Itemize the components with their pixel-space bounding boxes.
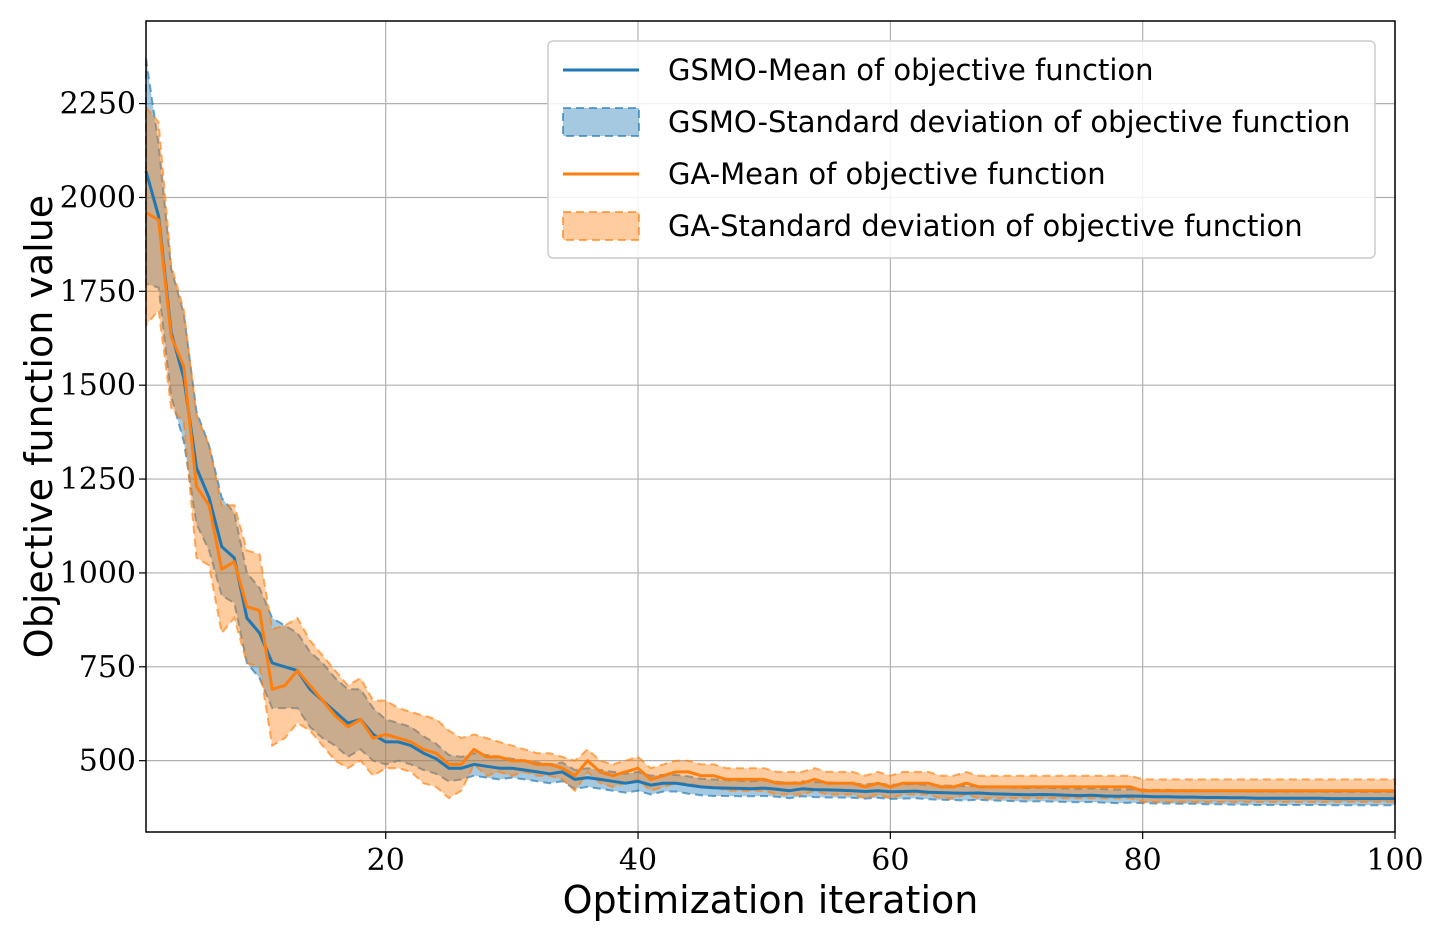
legend-label-ga-std: GA-Standard deviation of objective funct… <box>668 209 1303 243</box>
y-tick-label: 500 <box>79 744 136 779</box>
ga-std-band <box>145 104 1396 803</box>
y-axis: 500 750 1000 1250 1500 1750 2000 2250 <box>60 87 146 779</box>
legend-swatch-gsmo-std <box>562 107 640 137</box>
legend-label-gsmo-std: GSMO-Standard deviation of objective fun… <box>668 105 1350 139</box>
legend: GSMO-Mean of objective function GSMO-Stan… <box>547 40 1376 259</box>
plot-frame <box>145 20 1396 833</box>
y-tick-label: 2000 <box>60 180 136 215</box>
legend-label-gsmo-mean: GSMO-Mean of objective function <box>668 53 1154 87</box>
x-axis-label: Optimization iteration <box>563 878 979 922</box>
legend-swatch-ga-std <box>562 211 640 241</box>
legend-box <box>547 40 1376 259</box>
y-tick-label: 1750 <box>60 274 136 309</box>
x-tick-label: 100 <box>1366 843 1423 878</box>
ga-mean-line <box>145 211 1395 793</box>
y-tick-label: 1500 <box>60 368 136 403</box>
x-tick-label: 80 <box>1124 843 1162 878</box>
gsmo-mean-line <box>144 170 1395 801</box>
x-tick-label: 60 <box>871 843 909 878</box>
legend-label-ga-mean: GA-Mean of objective function <box>668 157 1106 191</box>
y-axis-label: Objective function value <box>17 195 61 658</box>
plot-area <box>144 58 1396 807</box>
x-axis: 20 40 60 80 100 <box>367 832 1424 878</box>
y-tick-label: 1000 <box>60 556 136 591</box>
y-tick-label: 750 <box>79 650 136 685</box>
x-tick-label: 20 <box>367 843 405 878</box>
y-tick-label: 1250 <box>60 462 136 497</box>
y-tick-label: 2250 <box>60 87 136 122</box>
x-tick-label: 40 <box>619 843 657 878</box>
